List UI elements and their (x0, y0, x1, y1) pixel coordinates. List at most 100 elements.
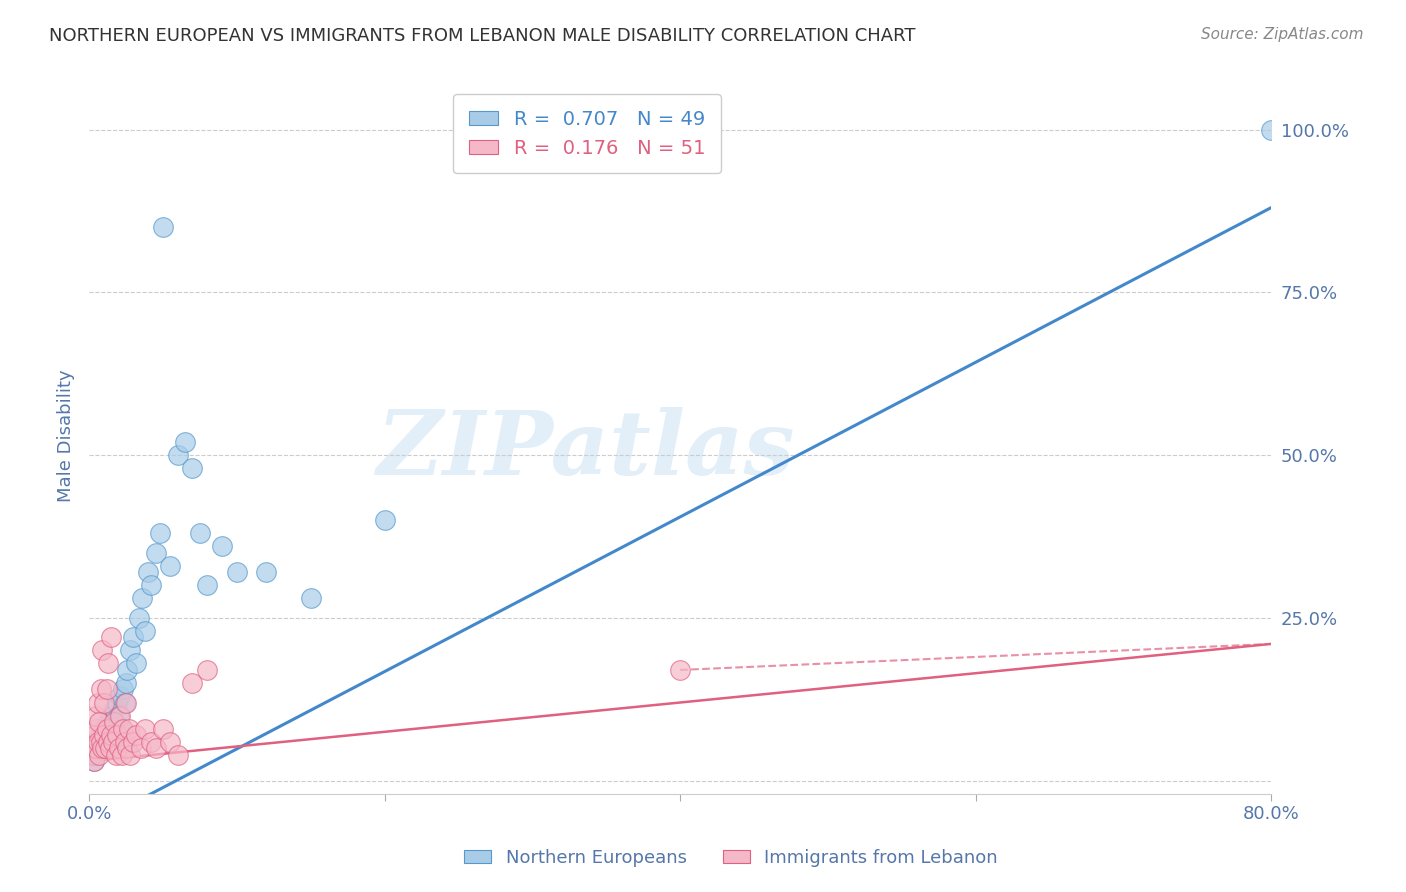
Point (89, 747, 111, 762)
Point (114, 696, 136, 710)
Point (108, 689, 131, 703)
Point (120, 747, 142, 762)
Point (139, 734, 162, 748)
Point (105, 728, 128, 742)
Point (80, 747, 103, 762)
Point (91, 734, 114, 748)
Legend: Northern Europeans, Immigrants from Lebanon: Northern Europeans, Immigrants from Leba… (457, 842, 1005, 874)
Point (90, 734, 112, 748)
Point (225, 566, 247, 580)
Point (125, 728, 148, 742)
Point (90, 728, 112, 742)
Point (98, 741, 121, 756)
Point (254, 566, 277, 580)
Point (97, 734, 120, 748)
Point (159, 734, 181, 748)
Point (181, 676, 204, 690)
Point (112, 722, 135, 736)
Point (93, 696, 115, 710)
Point (114, 734, 136, 748)
Y-axis label: Male Disability: Male Disability (58, 369, 75, 502)
Point (86, 722, 108, 736)
Point (152, 722, 174, 736)
Point (96, 734, 118, 748)
Point (108, 708, 131, 723)
Point (122, 734, 145, 748)
Point (83, 754, 105, 768)
Point (91, 643, 114, 657)
Point (104, 747, 127, 762)
Point (181, 461, 204, 475)
Point (90, 682, 112, 697)
Point (83, 754, 105, 768)
Point (97, 714, 120, 729)
Point (100, 631, 122, 645)
Point (96, 682, 118, 697)
Point (131, 591, 153, 606)
Point (101, 714, 124, 729)
Point (103, 702, 125, 716)
Point (129, 741, 152, 756)
Point (86, 747, 108, 762)
Point (166, 747, 188, 762)
Point (84, 741, 107, 756)
Point (87, 734, 110, 748)
Point (134, 624, 156, 638)
Point (149, 526, 172, 541)
Point (83, 734, 105, 748)
Point (110, 722, 132, 736)
Point (115, 696, 138, 710)
Point (94, 728, 117, 742)
Point (97, 657, 120, 671)
Point (87, 734, 110, 748)
Point (104, 728, 127, 742)
Point (100, 728, 122, 742)
Point (97, 728, 120, 742)
Point (1260, 122, 1282, 136)
Point (136, 566, 159, 580)
Text: Source: ZipAtlas.com: Source: ZipAtlas.com (1201, 27, 1364, 42)
Point (128, 611, 150, 625)
Point (93, 722, 115, 736)
Point (94, 741, 117, 756)
Point (125, 657, 148, 671)
Text: ZIPatlas: ZIPatlas (377, 407, 794, 493)
Point (195, 578, 218, 592)
Point (101, 734, 124, 748)
Point (145, 741, 167, 756)
Legend: R =  0.707   N = 49, R =  0.176   N = 51: R = 0.707 N = 49, R = 0.176 N = 51 (453, 95, 721, 173)
Point (107, 708, 129, 723)
Point (93, 728, 115, 742)
Point (374, 513, 396, 527)
Point (211, 539, 233, 553)
Point (84, 741, 107, 756)
Point (669, 663, 692, 677)
Point (299, 591, 322, 606)
Point (145, 546, 167, 560)
Point (139, 578, 162, 592)
Point (134, 722, 156, 736)
Point (93, 741, 115, 756)
Point (89, 714, 111, 729)
Point (159, 558, 181, 573)
Point (166, 448, 188, 462)
Point (86, 708, 108, 723)
Point (120, 643, 142, 657)
Point (107, 741, 129, 756)
Point (188, 526, 211, 541)
Point (98, 722, 121, 736)
Point (118, 722, 141, 736)
Point (91, 741, 114, 756)
Point (100, 708, 122, 723)
Point (112, 682, 135, 697)
Point (87, 696, 110, 710)
Point (110, 747, 132, 762)
Point (96, 722, 118, 736)
Point (84, 728, 107, 742)
Point (86, 741, 108, 756)
Point (195, 663, 218, 677)
Point (117, 663, 139, 677)
Point (174, 435, 197, 450)
Point (117, 741, 139, 756)
Point (103, 714, 125, 729)
